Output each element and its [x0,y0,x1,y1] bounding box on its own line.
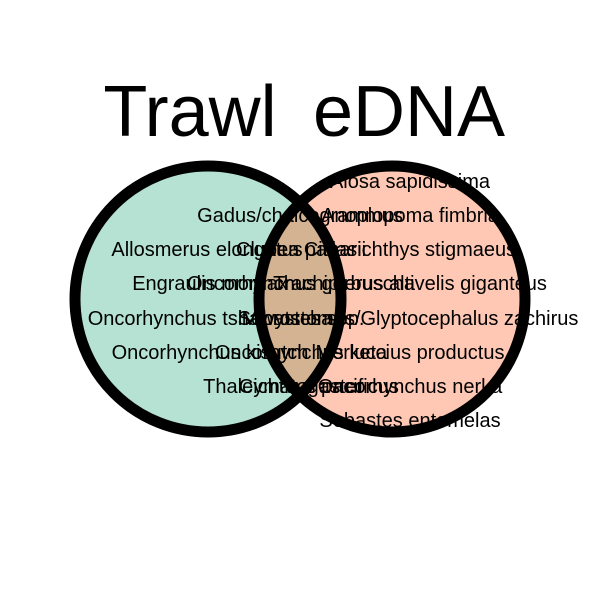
species-label: Gadus/chalcogrammus [197,205,403,227]
species-label: Trachipterus altivelis giganteus [273,273,547,295]
species-label: Sebastes entomelas [319,410,500,432]
species-label: Anoplopoma fimbria [321,205,500,227]
species-label: Oncorhynchus gorbuscha [187,273,416,295]
species-label: Oncorhynchus keta [215,342,388,364]
trawl-set-title: Trawl [103,72,276,152]
species-label: Citharichthys stigmaeus [304,239,516,261]
species-label: Sebastes spp. [238,308,365,330]
edna-circle-outline [253,160,531,438]
species-label: Engraulis mordax [132,273,288,295]
trawl-circle-outline [69,160,347,438]
species-label: Alosa sapidissima [330,171,491,193]
species-label: Cymatogaster [239,376,364,398]
species-label: Merluccius productus [316,342,505,364]
species-label: Microstomus/Glyptocephalus zachirus [242,308,579,330]
species-label: Allosmerus elongatus [111,239,302,261]
species-label: Oncorhynchus kisutch [112,342,309,364]
species-label: Oncorhynchus tshawytscha [88,308,333,330]
shared-labels: Clupea pallasii Oncorhynchus gorbuscha S… [187,239,416,398]
species-label: Clupea pallasii [236,239,366,261]
species-label: Thaleichthys pacificus [203,376,399,398]
trawl-only-labels: Gadus/chalcogrammus Allosmerus elongatus… [88,205,403,398]
edna-only-labels: Alosa sapidissima Anoplopoma fimbria Cit… [242,171,579,432]
species-label: Oncorhynchus nerka [318,376,503,398]
edna-set-title: eDNA [313,72,505,152]
